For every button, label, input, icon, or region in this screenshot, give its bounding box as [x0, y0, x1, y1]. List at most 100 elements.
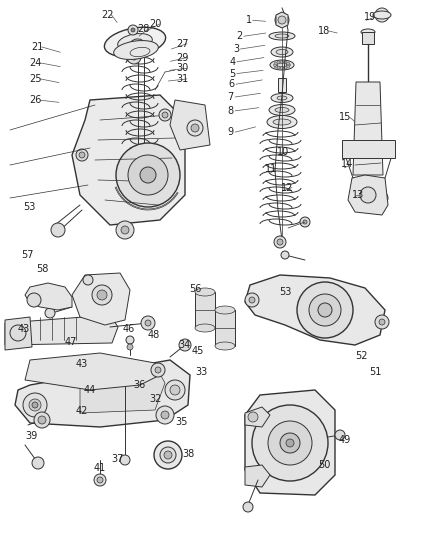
Circle shape: [156, 406, 174, 424]
Circle shape: [23, 393, 47, 417]
Text: 53: 53: [279, 287, 291, 297]
Text: 20: 20: [149, 19, 161, 29]
Ellipse shape: [275, 108, 289, 112]
Polygon shape: [25, 353, 160, 390]
Text: 12: 12: [281, 183, 294, 192]
Circle shape: [154, 441, 182, 469]
Circle shape: [164, 451, 172, 459]
Circle shape: [120, 368, 130, 378]
Circle shape: [300, 217, 310, 227]
Circle shape: [165, 380, 185, 400]
Circle shape: [32, 457, 44, 469]
Circle shape: [380, 196, 384, 200]
Circle shape: [280, 433, 300, 453]
Circle shape: [191, 124, 199, 132]
Text: 19: 19: [364, 12, 377, 22]
Text: 22: 22: [101, 10, 113, 20]
Circle shape: [151, 363, 165, 377]
Text: 34: 34: [178, 341, 191, 350]
Circle shape: [179, 339, 191, 351]
Text: 36: 36: [133, 380, 145, 390]
Text: 50: 50: [318, 460, 330, 470]
Circle shape: [116, 221, 134, 239]
Polygon shape: [215, 310, 235, 346]
Circle shape: [278, 16, 286, 24]
Ellipse shape: [130, 39, 144, 49]
Ellipse shape: [195, 288, 215, 296]
Text: 31: 31: [177, 74, 189, 84]
Ellipse shape: [195, 324, 215, 332]
Circle shape: [45, 308, 55, 318]
Text: 27: 27: [177, 39, 189, 49]
Circle shape: [83, 275, 93, 285]
Circle shape: [358, 178, 378, 198]
Circle shape: [248, 412, 258, 422]
Polygon shape: [353, 82, 383, 175]
Text: 1: 1: [246, 15, 252, 25]
Text: 46: 46: [123, 325, 135, 334]
Circle shape: [187, 120, 203, 136]
Circle shape: [92, 285, 112, 305]
Text: 32: 32: [149, 394, 161, 403]
Circle shape: [309, 294, 341, 326]
Polygon shape: [195, 292, 215, 328]
Circle shape: [116, 143, 180, 207]
Polygon shape: [15, 360, 190, 427]
Circle shape: [161, 411, 169, 419]
Ellipse shape: [275, 34, 289, 38]
Ellipse shape: [361, 29, 375, 35]
Circle shape: [127, 50, 141, 64]
Circle shape: [159, 109, 171, 121]
Circle shape: [318, 303, 332, 317]
Text: 28: 28: [137, 25, 149, 34]
Text: 49: 49: [338, 435, 350, 445]
Circle shape: [268, 421, 312, 465]
Circle shape: [376, 192, 388, 204]
Text: 18: 18: [318, 26, 330, 36]
Text: 38: 38: [183, 449, 195, 459]
Circle shape: [131, 28, 135, 32]
Circle shape: [145, 320, 151, 326]
Circle shape: [243, 502, 253, 512]
Text: 7: 7: [228, 92, 234, 102]
Text: 15: 15: [339, 112, 351, 122]
Circle shape: [360, 187, 376, 203]
Ellipse shape: [118, 34, 152, 51]
Polygon shape: [126, 148, 154, 178]
Circle shape: [379, 319, 385, 325]
Polygon shape: [245, 275, 385, 345]
Ellipse shape: [373, 11, 391, 19]
Circle shape: [274, 65, 277, 68]
Polygon shape: [276, 12, 288, 28]
Polygon shape: [25, 283, 72, 310]
Text: 39: 39: [25, 431, 38, 441]
Polygon shape: [5, 317, 32, 350]
Ellipse shape: [269, 32, 295, 40]
Text: 14: 14: [341, 159, 354, 169]
Circle shape: [79, 152, 85, 158]
Circle shape: [284, 61, 287, 64]
Ellipse shape: [277, 96, 287, 100]
Ellipse shape: [215, 306, 235, 314]
Text: 57: 57: [21, 250, 33, 260]
Ellipse shape: [271, 47, 293, 57]
Circle shape: [274, 62, 277, 65]
Ellipse shape: [267, 116, 297, 128]
Polygon shape: [5, 315, 118, 345]
Text: 8: 8: [228, 106, 234, 116]
Text: 29: 29: [177, 53, 189, 62]
Text: 42: 42: [76, 407, 88, 416]
Ellipse shape: [114, 41, 158, 60]
Text: 51: 51: [369, 367, 381, 377]
Circle shape: [284, 66, 287, 69]
Circle shape: [27, 293, 41, 307]
Circle shape: [97, 477, 103, 483]
Circle shape: [155, 367, 161, 373]
Circle shape: [286, 439, 294, 447]
Circle shape: [128, 25, 138, 35]
Polygon shape: [245, 465, 270, 487]
Polygon shape: [72, 273, 130, 325]
Polygon shape: [80, 365, 165, 413]
Circle shape: [128, 155, 168, 195]
Circle shape: [375, 8, 389, 22]
